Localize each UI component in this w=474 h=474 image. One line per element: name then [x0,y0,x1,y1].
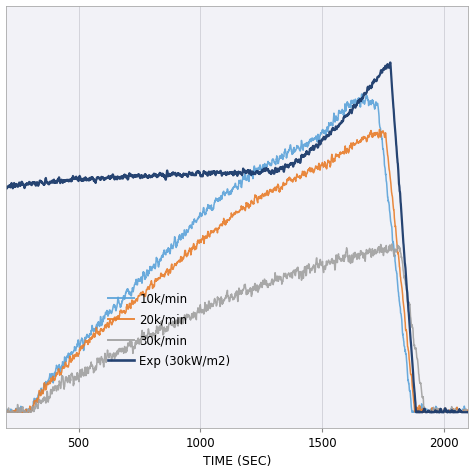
10k/min [3,410,9,415]
X-axis label: TIME (SEC): TIME (SEC) [203,456,271,468]
30k/min [389,241,395,247]
20k/min [367,130,373,136]
30k/min [3,406,9,412]
30k/min [216,297,221,302]
20k/min [216,226,221,232]
20k/min [3,410,9,415]
Exp (30kW/m2) [413,410,419,415]
Line: Exp (30kW/m2): Exp (30kW/m2) [6,63,468,412]
30k/min [453,406,458,412]
Exp (30kW/m2) [452,410,458,415]
10k/min [228,188,234,194]
Exp (30kW/m2) [453,410,458,415]
20k/min [452,409,458,415]
10k/min [465,408,471,414]
20k/min [228,215,234,220]
20k/min [465,408,471,414]
Exp (30kW/m2) [367,83,373,89]
Exp (30kW/m2) [27,179,32,185]
30k/min [452,406,458,412]
30k/min [27,409,32,414]
Exp (30kW/m2) [228,170,234,175]
20k/min [27,409,32,414]
30k/min [228,292,234,298]
30k/min [3,410,9,415]
30k/min [367,247,373,253]
Line: 20k/min: 20k/min [6,129,468,412]
Line: 30k/min: 30k/min [6,244,468,412]
Exp (30kW/m2) [3,184,9,190]
10k/min [359,91,365,97]
20k/min [377,127,383,132]
Line: 10k/min: 10k/min [6,94,468,412]
10k/min [368,101,374,107]
10k/min [452,410,458,415]
10k/min [453,410,458,415]
10k/min [216,197,221,202]
10k/min [3,409,9,415]
20k/min [452,408,458,414]
Exp (30kW/m2) [465,410,471,415]
Exp (30kW/m2) [216,170,221,175]
10k/min [27,407,32,413]
30k/min [465,410,471,415]
Exp (30kW/m2) [387,60,393,65]
Legend: 10k/min, 20k/min, 30k/min, Exp (30kW/m2): 10k/min, 20k/min, 30k/min, Exp (30kW/m2) [104,289,234,371]
